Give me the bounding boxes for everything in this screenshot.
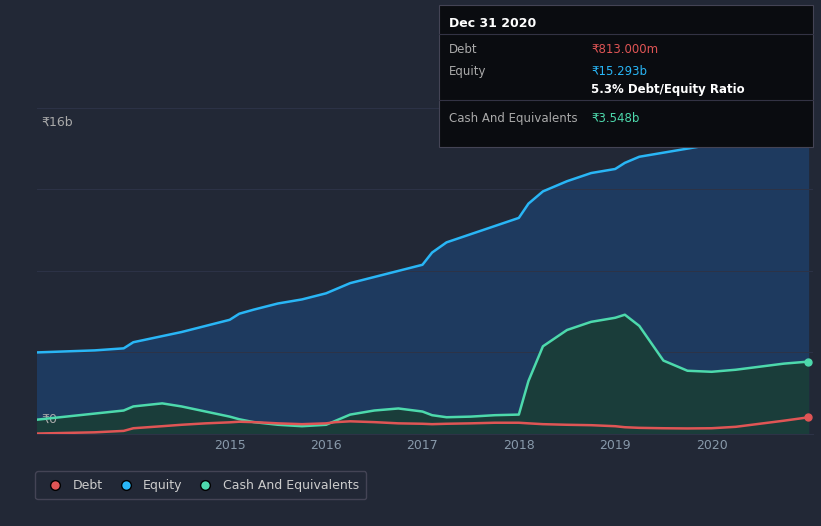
Text: Debt: Debt <box>449 44 478 56</box>
Text: 5.3% Debt/Equity Ratio: 5.3% Debt/Equity Ratio <box>591 83 745 96</box>
Text: ₹0: ₹0 <box>41 413 57 426</box>
Text: ₹813.000m: ₹813.000m <box>591 44 658 56</box>
Text: ₹15.293b: ₹15.293b <box>591 65 647 77</box>
Text: ₹3.548b: ₹3.548b <box>591 112 640 125</box>
Text: Dec 31 2020: Dec 31 2020 <box>449 17 536 30</box>
Text: Cash And Equivalents: Cash And Equivalents <box>449 112 578 125</box>
Text: Equity: Equity <box>449 65 487 77</box>
Legend: Debt, Equity, Cash And Equivalents: Debt, Equity, Cash And Equivalents <box>35 471 366 500</box>
Text: ₹16b: ₹16b <box>41 116 72 129</box>
